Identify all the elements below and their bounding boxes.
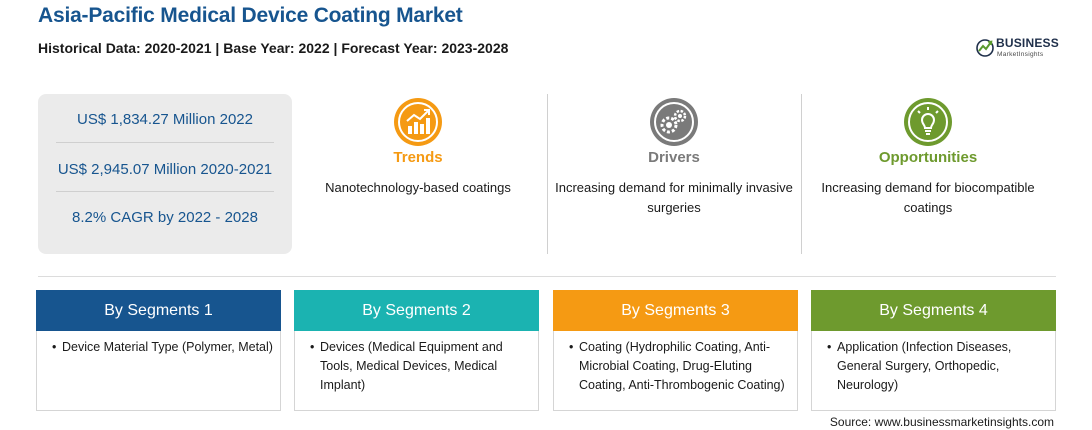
segment-card-1: By Segments 1 • Device Material Type (Po… xyxy=(36,290,281,411)
segment-text: • Device Material Type (Polymer, Metal) xyxy=(52,338,274,357)
divider xyxy=(56,142,274,143)
opportunities-text: Increasing demand for biocompatible coat… xyxy=(821,180,1035,215)
segment-text: • Devices (Medical Equipment and Tools, … xyxy=(310,338,532,395)
lightbulb-icon xyxy=(904,98,952,146)
segment-text: • Application (Infection Diseases, Gener… xyxy=(827,338,1049,395)
bullet: • xyxy=(569,340,574,354)
segment-title: By Segments 4 xyxy=(811,290,1056,331)
segment-item: Application (Infection Diseases, General… xyxy=(837,340,1012,392)
trend-chart-icon xyxy=(394,98,442,146)
segment-item: Coating (Hydrophilic Coating, Anti-Micro… xyxy=(579,340,785,392)
segment-title: By Segments 3 xyxy=(553,290,798,331)
bullet: • xyxy=(827,340,832,354)
bullet: • xyxy=(310,340,315,354)
drivers-card: Drivers Increasing demand for minimally … xyxy=(554,94,794,254)
drivers-label: Drivers xyxy=(648,149,700,166)
bullet: • xyxy=(52,340,57,354)
segment-title: By Segments 1 xyxy=(36,290,281,331)
page-subtitle: Historical Data: 2020-2021 | Base Year: … xyxy=(38,40,509,56)
page-title: Asia-Pacific Medical Device Coating Mark… xyxy=(38,4,463,27)
segment-card-3: By Segments 3 • Coating (Hydrophilic Coa… xyxy=(553,290,798,411)
market-value-historical: US$ 2,945.07 Million 2020-2021 xyxy=(57,161,273,178)
divider xyxy=(547,94,548,254)
gears-icon xyxy=(650,98,698,146)
divider xyxy=(801,94,802,254)
segment-item: Devices (Medical Equipment and Tools, Me… xyxy=(320,340,503,392)
drivers-text: Increasing demand for minimally invasive… xyxy=(555,180,793,215)
logo-name: BUSINESS xyxy=(996,36,1059,50)
trends-label: Trends xyxy=(393,149,443,166)
divider xyxy=(38,276,1056,277)
segment-text: • Coating (Hydrophilic Coating, Anti-Mic… xyxy=(569,338,791,395)
logo-globe-icon xyxy=(976,39,994,57)
segment-card-2: By Segments 2 • Devices (Medical Equipme… xyxy=(294,290,539,411)
opportunities-card: Opportunities Increasing demand for bioc… xyxy=(808,94,1048,254)
divider xyxy=(56,191,274,192)
market-value-2022: US$ 1,834.27 Million 2022 xyxy=(77,111,253,128)
segment-item: Device Material Type (Polymer, Metal) xyxy=(62,340,273,354)
logo-tagline: MarketInsights xyxy=(997,51,1044,58)
segment-title: By Segments 2 xyxy=(294,290,539,331)
cagr-value: 8.2% CAGR by 2022 - 2028 xyxy=(72,209,258,226)
company-logo[interactable]: BUSINESS MarketInsights xyxy=(975,34,1075,64)
market-stats-panel: US$ 1,834.27 Million 2022 US$ 2,945.07 M… xyxy=(38,94,292,254)
source-link[interactable]: Source: www.businessmarketinsights.com xyxy=(829,415,1054,429)
segment-card-4: By Segments 4 • Application (Infection D… xyxy=(811,290,1056,411)
trends-text: Nanotechnology-based coatings xyxy=(325,180,511,195)
opportunities-label: Opportunities xyxy=(878,149,978,166)
trends-card: Trends Nanotechnology-based coatings xyxy=(298,94,538,254)
